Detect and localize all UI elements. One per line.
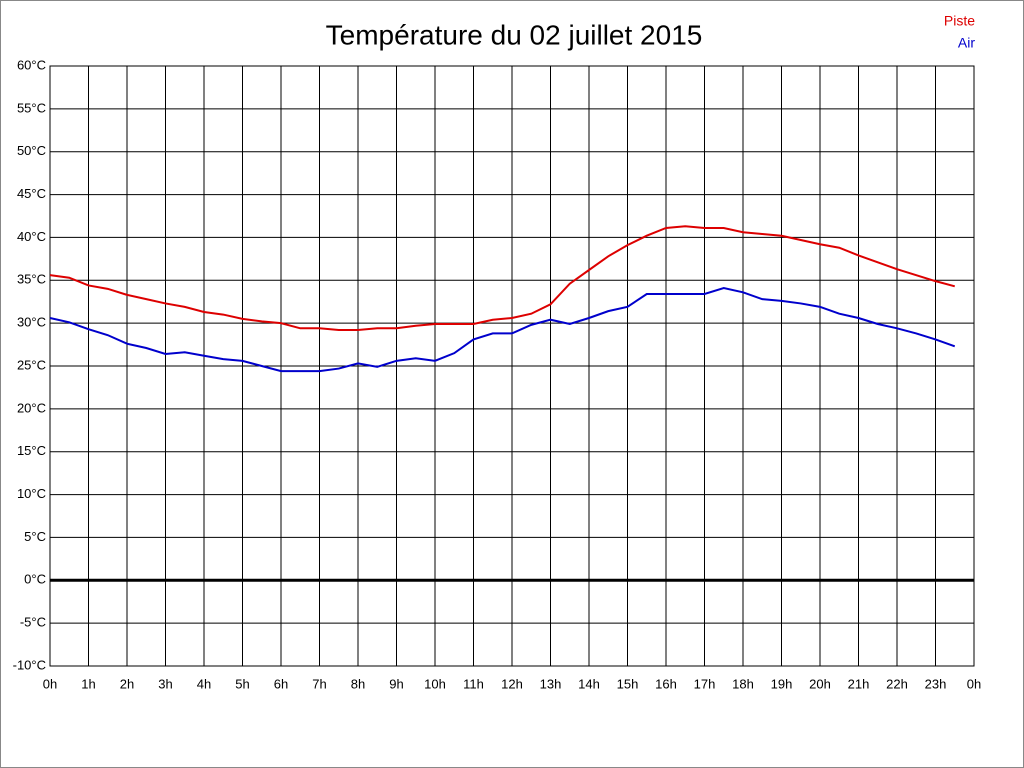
legend-label: Air	[958, 35, 975, 51]
x-tick-label: 0h	[43, 676, 57, 691]
x-tick-label: 15h	[617, 676, 639, 691]
line-series	[49, 286, 956, 373]
x-tick-label: 2h	[120, 676, 134, 691]
x-tick-label: 16h	[655, 676, 677, 691]
y-tick-label: -5°C	[20, 615, 46, 630]
x-tick-label: 20h	[809, 676, 831, 691]
x-tick-label: 1h	[81, 676, 95, 691]
y-tick-label: 50°C	[17, 143, 46, 158]
x-tick-label: 17h	[694, 676, 716, 691]
y-tick-label: 5°C	[24, 529, 46, 544]
y-tick-label: 35°C	[17, 272, 46, 287]
y-tick-label: 15°C	[17, 443, 46, 458]
x-tick-label: 22h	[886, 676, 908, 691]
x-tick-label: 6h	[274, 676, 288, 691]
x-tick-label: 12h	[501, 676, 523, 691]
x-tick-label: 5h	[235, 676, 249, 691]
x-tick-label: 10h	[424, 676, 446, 691]
y-tick-label: 25°C	[17, 357, 46, 372]
x-tick-label: 21h	[848, 676, 870, 691]
y-tick-label: 60°C	[17, 57, 46, 72]
x-tick-label: 19h	[771, 676, 793, 691]
x-tick-label: 14h	[578, 676, 600, 691]
y-tick-label: 10°C	[17, 486, 46, 501]
x-tick-label: 7h	[312, 676, 326, 691]
y-tick-label: 30°C	[17, 315, 46, 330]
y-tick-label: 45°C	[17, 186, 46, 201]
y-tick-label: 20°C	[17, 400, 46, 415]
x-tick-label: 11h	[463, 676, 484, 691]
x-tick-label: 0h	[967, 676, 981, 691]
x-tick-label: 23h	[925, 676, 947, 691]
legend-label: Piste	[944, 13, 975, 29]
y-tick-label: 0°C	[24, 572, 46, 587]
x-tick-label: 3h	[158, 676, 172, 691]
line-series	[49, 225, 956, 331]
x-tick-label: 8h	[351, 676, 365, 691]
y-tick-label: 55°C	[17, 100, 46, 115]
x-tick-label: 9h	[389, 676, 403, 691]
y-tick-label: -10°C	[13, 657, 46, 672]
y-tick-label: 40°C	[17, 229, 46, 244]
x-tick-label: 13h	[540, 676, 562, 691]
chart-title: Température du 02 juillet 2015	[326, 19, 703, 50]
x-tick-label: 18h	[732, 676, 754, 691]
x-tick-label: 4h	[197, 676, 211, 691]
